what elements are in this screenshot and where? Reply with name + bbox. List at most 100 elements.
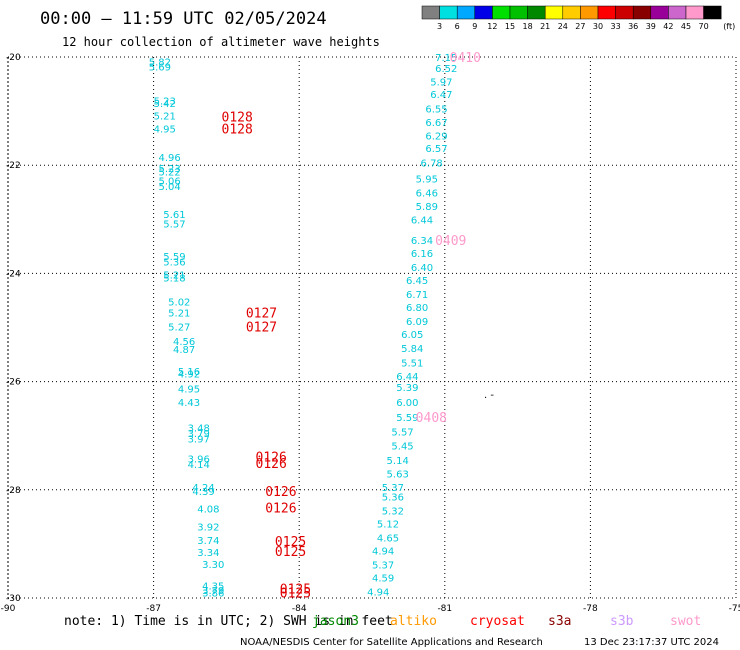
wave-height-value: 3.86 <box>202 589 224 600</box>
wave-height-value: 6.78 <box>421 158 443 169</box>
legend-label: 21 <box>540 22 550 31</box>
satellite-legend: jason3 altiko cryosat s3a s3b swot <box>312 614 701 629</box>
wave-height-value: 5.39 <box>396 383 418 394</box>
y-tick-label: -24 <box>6 269 21 279</box>
satellite-label: jason3 <box>312 614 359 629</box>
wave-height-value: 5.59 <box>396 413 418 424</box>
legend-swatch <box>544 5 564 20</box>
wave-height-value: 3.34 <box>197 548 219 559</box>
pass-label: 0125 <box>280 582 311 597</box>
wave-height-value: 4.14 <box>188 460 210 471</box>
wave-height-value: 4.92 <box>178 369 200 380</box>
wave-height-value: 6.71 <box>406 290 428 301</box>
legend-swatch <box>703 5 722 20</box>
wave-height-value: 7.15 <box>435 53 457 64</box>
wave-height-value: 3.97 <box>188 434 210 445</box>
wave-height-value: 6.00 <box>396 398 418 409</box>
wave-height-value: 4.24 <box>192 483 214 494</box>
wave-height-value: 5.32 <box>382 506 404 517</box>
wave-height-value: 4.43 <box>178 398 200 409</box>
wave-height-value: 4.39 <box>192 487 214 498</box>
wave-height-value: 5.36 <box>382 492 404 503</box>
pass-label: 0126 <box>265 502 296 517</box>
legend-swatch <box>492 5 511 20</box>
pass-label: 0127 <box>246 306 277 321</box>
x-tick-label: -78 <box>583 604 598 614</box>
pass-label: 0125 <box>280 587 311 602</box>
wave-height-value: 3.30 <box>202 560 224 571</box>
legend-swatch <box>456 5 476 20</box>
wave-height-value: 3.48 <box>188 424 210 435</box>
pass-label: 0125 <box>275 545 306 560</box>
legend-swatch <box>562 5 581 20</box>
wave-height-value: 4.87 <box>173 345 195 356</box>
wave-height-value: 5.02 <box>168 298 190 309</box>
wave-height-value: 5.36 <box>163 257 185 268</box>
pass-labels: 0128012801270127012601260126012601250125… <box>222 51 481 602</box>
wave-height-value: 5.23 <box>154 96 176 107</box>
wave-height-value: 6.80 <box>406 303 428 314</box>
wave-height-value: 5.57 <box>391 427 413 438</box>
legend-label: 6 <box>455 22 460 31</box>
wave-height-value: 5.21 <box>168 308 190 319</box>
chart-title: 00:00 – 11:59 UTC 02/05/2024 <box>40 9 327 29</box>
wave-height-value: 5.37 <box>372 560 394 571</box>
legend-label: 45 <box>681 22 691 31</box>
wave-height-value: 5.82 <box>149 57 171 68</box>
wave-height-value: 6.34 <box>411 236 433 247</box>
wave-height-value: 4.59 <box>372 573 394 584</box>
legend-swatch <box>580 5 599 20</box>
wave-height-value: 5.06 <box>158 176 180 187</box>
wave-height-value: 3.79 <box>188 429 210 440</box>
wave-height-value: 3.74 <box>197 536 219 547</box>
legend-unit: (ft) <box>723 22 735 31</box>
wave-height-value: 4.96 <box>158 153 180 164</box>
wave-height-value: 5.12 <box>377 519 399 530</box>
map-mark: . - <box>484 390 494 401</box>
legend-label: 33 <box>611 22 621 31</box>
wave-height-value: 5.16 <box>178 367 200 378</box>
wave-height-value: 3.79 <box>202 586 224 597</box>
pass-label: 0125 <box>275 535 306 550</box>
wave-height-value: 6.40 <box>411 263 433 274</box>
pass-label: 0126 <box>265 485 296 500</box>
wave-height-value: 6.16 <box>411 249 433 260</box>
wave-height-value: 4.35 <box>202 582 224 593</box>
timestamp-text: 13 Dec 23:17:37 UTC 2024 <box>584 637 719 648</box>
axis-ticks: -90 -87 -84 -81 -78 -75 -20 -22 -24 -26 -28 -30 <box>1 53 740 614</box>
legend-label: 70 <box>699 22 709 31</box>
pass-label: 0127 <box>246 320 277 335</box>
pass-label: 0126 <box>256 457 287 472</box>
wave-height-value: 5.69 <box>149 63 171 74</box>
wave-height-value: 5.27 <box>168 322 190 333</box>
credit-text: NOAA/NESDIS Center for Satellite Applica… <box>240 637 543 648</box>
wave-height-values: 5.825.695.235.425.214.954.965.235.225.06… <box>149 53 458 600</box>
plot-grid <box>7 56 737 599</box>
legend-swatch <box>509 5 528 20</box>
x-tick-label: -84 <box>292 604 307 614</box>
wave-height-value: 5.59 <box>163 252 185 263</box>
wave-height-value: 5.45 <box>391 441 413 452</box>
legend-swatch <box>597 5 616 20</box>
wave-height-value: 6.09 <box>406 317 428 328</box>
pass-label: 0126 <box>256 450 287 465</box>
wave-height-value: 6.45 <box>406 276 428 287</box>
wave-height-value: 5.95 <box>416 175 438 186</box>
y-tick-label: -28 <box>6 486 21 496</box>
pass-label: 0408 <box>416 411 447 426</box>
legend-swatch <box>527 5 546 20</box>
y-tick-label: -22 <box>6 161 21 171</box>
wave-height-value: 5.21 <box>163 270 185 281</box>
legend-swatch <box>439 5 458 20</box>
wave-height-value: 5.63 <box>387 470 409 481</box>
y-tick-label: -30 <box>6 594 21 604</box>
wave-height-value: 6.57 <box>425 144 447 155</box>
wave-height-value: 5.23 <box>158 164 180 175</box>
legend-label: 15 <box>505 22 515 31</box>
pass-label: 0128 <box>222 111 253 126</box>
wave-height-value: 3.92 <box>197 523 219 534</box>
wave-height-value: 3.96 <box>188 454 210 465</box>
wave-height-value: 5.18 <box>163 274 185 285</box>
legend-swatch <box>421 5 440 20</box>
